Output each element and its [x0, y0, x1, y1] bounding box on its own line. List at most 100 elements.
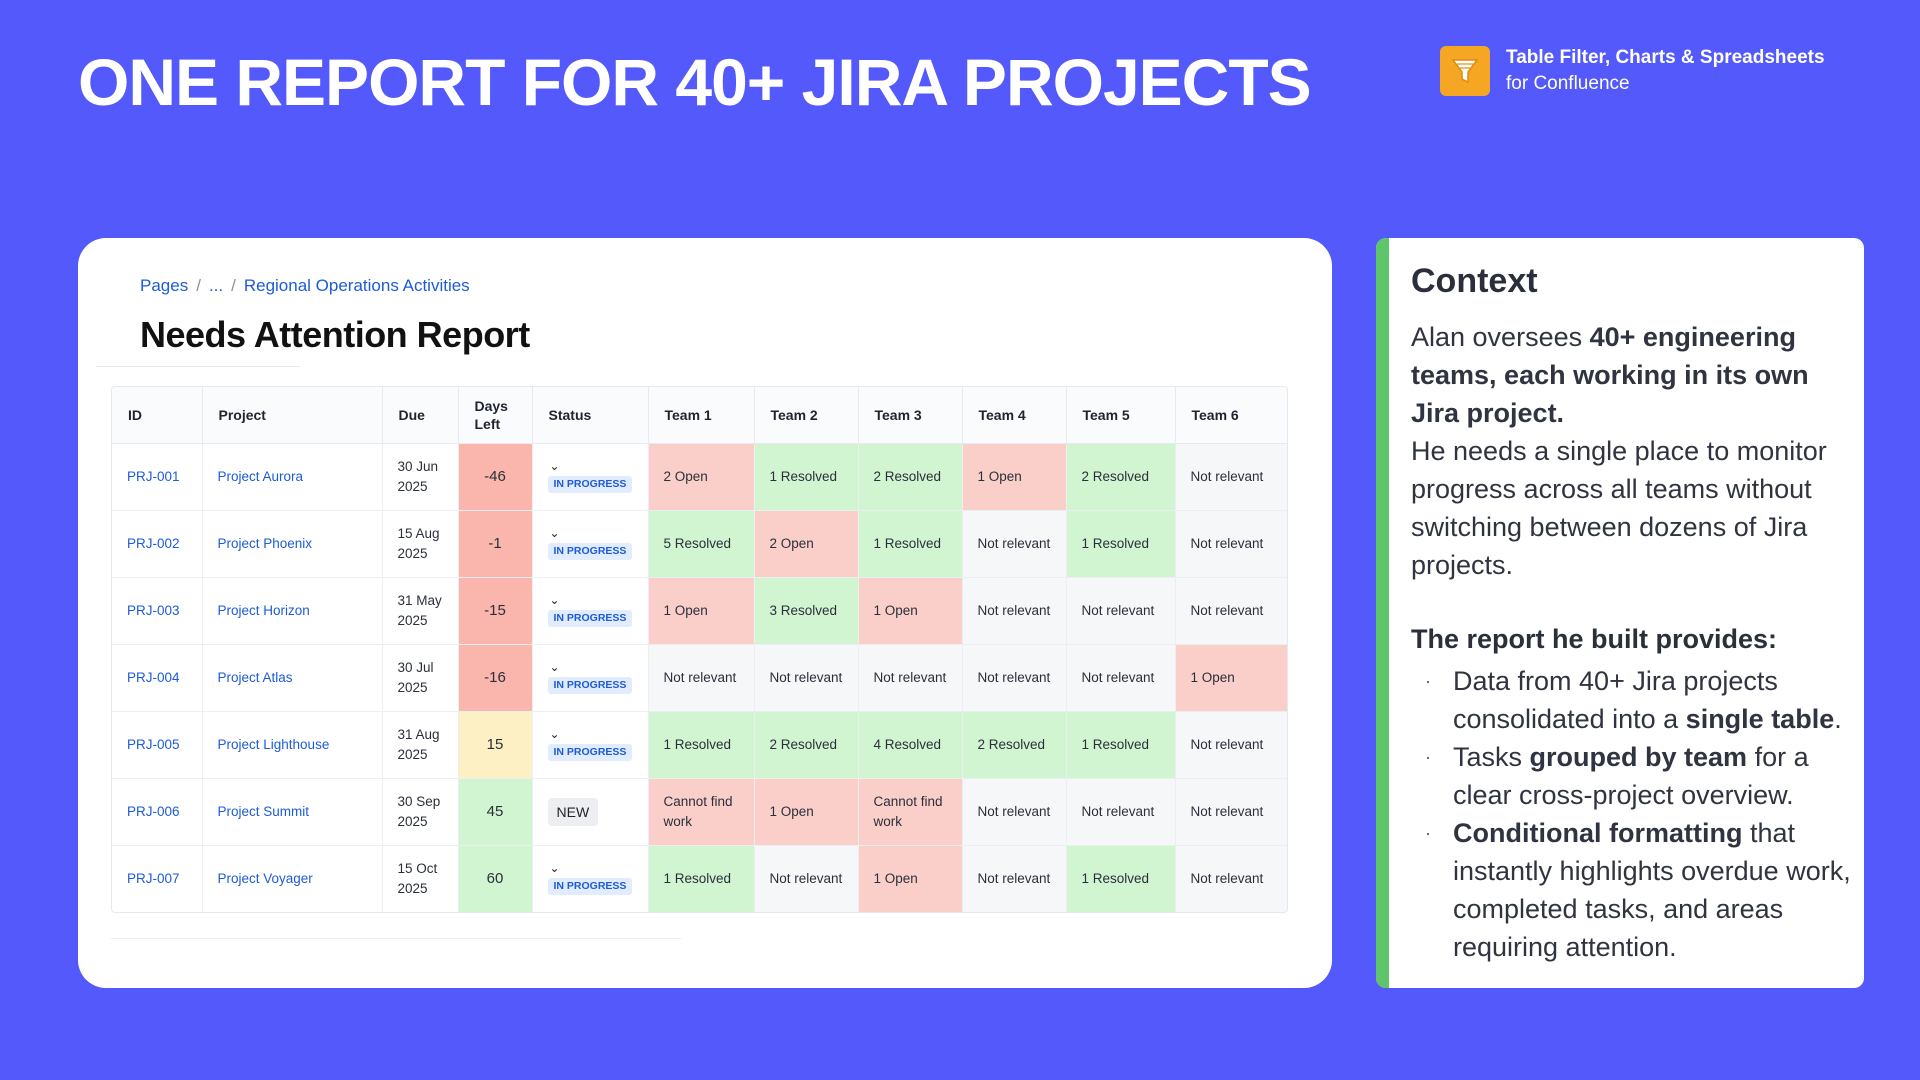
breadcrumb-ellipsis[interactable]: ...	[208, 276, 224, 295]
cell-team-2: 1 Open	[754, 778, 859, 846]
cell-team-4: 1 Open	[962, 443, 1067, 511]
cell-project-link[interactable]: Project Atlas	[202, 644, 383, 712]
status-badge[interactable]: NEW	[547, 797, 599, 826]
status-badge[interactable]: IN PROGRESS	[547, 877, 633, 895]
cell-team-1: Not relevant	[648, 644, 755, 712]
cell-team-4: Not relevant	[962, 845, 1067, 912]
column-header-status[interactable]: Status	[532, 387, 649, 444]
cell-id-link[interactable]: PRJ-005	[112, 711, 203, 779]
breadcrumb: Pages /... / Regional Operations Activities	[140, 276, 470, 296]
cell-team-6: Not relevant	[1175, 711, 1287, 779]
cell-project-link[interactable]: Project Voyager	[202, 845, 383, 912]
cell-project-link[interactable]: Project Lighthouse	[202, 711, 383, 779]
cell-id-link[interactable]: PRJ-002	[112, 510, 203, 578]
column-header-project[interactable]: Project	[202, 387, 383, 444]
brand-block: Table Filter, Charts & Spreadsheets for …	[1440, 45, 1825, 97]
cell-team-3: 1 Open	[858, 577, 963, 645]
status-badge[interactable]: IN PROGRESS	[547, 609, 633, 627]
chevron-down-icon[interactable]: ⌄	[549, 726, 560, 741]
breadcrumb-pages[interactable]: Pages	[140, 276, 189, 295]
cell-project-link[interactable]: Project Aurora	[202, 443, 383, 511]
cell-team-3: 1 Open	[858, 845, 963, 912]
context-intro: Alan oversees	[1411, 322, 1590, 352]
cell-team-5: Not relevant	[1066, 577, 1176, 645]
cell-days-left: -15	[458, 577, 533, 645]
column-header-id[interactable]: ID	[112, 387, 203, 444]
cell-due: 15 Oct 2025	[382, 845, 459, 912]
column-header-team-4[interactable]: Team 4	[962, 387, 1067, 444]
cell-team-2: Not relevant	[754, 845, 859, 912]
cell-due: 31 Aug 2025	[382, 711, 459, 779]
cell-team-5: 1 Resolved	[1066, 845, 1176, 912]
column-header-due[interactable]: Due	[382, 387, 459, 444]
table-row: PRJ-005 Project Lighthouse 31 Aug 2025 15 ⌄ I…	[112, 711, 1287, 779]
cell-status: NEW	[532, 778, 649, 846]
cell-team-5: Not relevant	[1066, 778, 1176, 846]
cell-team-2: 2 Open	[754, 510, 859, 578]
cell-project-link[interactable]: Project Phoenix	[202, 510, 383, 578]
cell-id-link[interactable]: PRJ-003	[112, 577, 203, 645]
footer-divider	[111, 938, 681, 939]
cell-project-link[interactable]: Project Summit	[202, 778, 383, 846]
cell-due: 30 Jun 2025	[382, 443, 459, 511]
cell-team-4: Not relevant	[962, 644, 1067, 712]
list-item: · Tasks grouped by team for a clear cross…	[1425, 742, 1809, 810]
cell-team-4: Not relevant	[962, 510, 1067, 578]
cell-team-3: 1 Resolved	[858, 510, 963, 578]
column-header-team-3[interactable]: Team 3	[858, 387, 963, 444]
cell-team-1: 1 Resolved	[648, 845, 755, 912]
status-badge[interactable]: IN PROGRESS	[547, 676, 633, 694]
status-badge[interactable]: IN PROGRESS	[547, 542, 633, 560]
cell-due: 31 May 2025	[382, 577, 459, 645]
cell-team-5: 1 Resolved	[1066, 510, 1176, 578]
column-header-days-left[interactable]: Days Left	[458, 387, 533, 444]
column-header-team-1[interactable]: Team 1	[648, 387, 755, 444]
cell-status: ⌄ IN PROGRESS	[532, 845, 649, 912]
cell-team-1: 2 Open	[648, 443, 755, 511]
breadcrumb-separator: /	[231, 276, 236, 295]
cell-team-6: Not relevant	[1175, 443, 1287, 511]
brand-subtitle: for Confluence	[1506, 73, 1630, 94]
chevron-down-icon[interactable]: ⌄	[549, 525, 560, 540]
cell-team-6: Not relevant	[1175, 510, 1287, 578]
cell-status: ⌄ IN PROGRESS	[532, 443, 649, 511]
report-title: Needs Attention Report	[140, 314, 530, 355]
cell-team-1: 1 Open	[648, 577, 755, 645]
cell-team-6: Not relevant	[1175, 577, 1287, 645]
cell-id-link[interactable]: PRJ-006	[112, 778, 203, 846]
context-panel: Context Alan oversees 40+ engineering te…	[1376, 238, 1864, 988]
context-need: He needs a single place to monitor progr…	[1411, 436, 1827, 580]
chevron-down-icon[interactable]: ⌄	[549, 592, 560, 607]
status-badge[interactable]: IN PROGRESS	[547, 475, 633, 493]
status-badge[interactable]: IN PROGRESS	[547, 743, 633, 761]
chevron-down-icon[interactable]: ⌄	[549, 458, 560, 473]
cell-project-link[interactable]: Project Horizon	[202, 577, 383, 645]
list-item: · Data from 40+ Jira projects consolidate…	[1425, 666, 1842, 734]
cell-days-left: 15	[458, 711, 533, 779]
cell-id-link[interactable]: PRJ-004	[112, 644, 203, 712]
cell-status: ⌄ IN PROGRESS	[532, 711, 649, 779]
cell-days-left: -1	[458, 510, 533, 578]
cell-status: ⌄ IN PROGRESS	[532, 644, 649, 712]
title-divider	[96, 366, 300, 367]
chevron-down-icon[interactable]: ⌄	[549, 659, 560, 674]
column-header-team-5[interactable]: Team 5	[1066, 387, 1176, 444]
table-row: PRJ-004 Project Atlas 30 Jul 2025 -16 ⌄ IN PR…	[112, 644, 1287, 712]
cell-team-3: 4 Resolved	[858, 711, 963, 779]
column-header-team-6[interactable]: Team 6	[1175, 387, 1287, 444]
cell-days-left: 45	[458, 778, 533, 846]
breadcrumb-current-page[interactable]: Regional Operations Activities	[243, 276, 470, 295]
provides-title: The report he built provides:	[1411, 624, 1778, 654]
cell-id-link[interactable]: PRJ-007	[112, 845, 203, 912]
cell-team-2: 2 Resolved	[754, 711, 859, 779]
cell-id-link[interactable]: PRJ-001	[112, 443, 203, 511]
chevron-down-icon[interactable]: ⌄	[549, 860, 560, 875]
cell-due: 30 Sep 2025	[382, 778, 459, 846]
cell-team-4: Not relevant	[962, 778, 1067, 846]
paper-funnel-icon	[1440, 46, 1490, 96]
cell-team-5: 1 Resolved	[1066, 711, 1176, 779]
table-row: PRJ-003 Project Horizon 31 May 2025 -15 ⌄ IN …	[112, 577, 1287, 645]
breadcrumb-separator: /	[196, 276, 201, 295]
column-header-team-2[interactable]: Team 2	[754, 387, 859, 444]
context-body: Alan oversees 40+ engineering teams, eac…	[1411, 318, 1851, 584]
